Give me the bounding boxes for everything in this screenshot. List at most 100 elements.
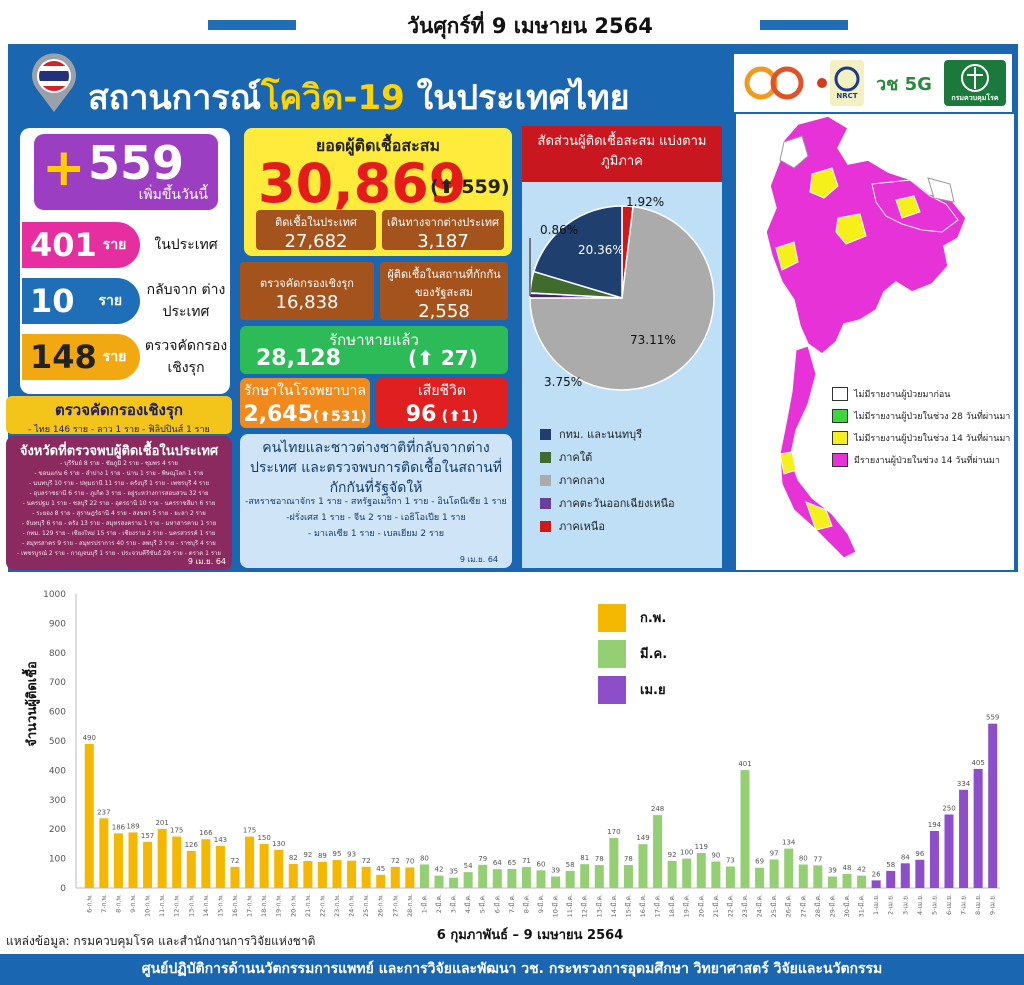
map-legend-swatch xyxy=(832,409,848,423)
map-legend-item: ไม่มีรายงานผู้ป่วยในช่วง 14 วันที่ผ่านมา xyxy=(832,430,1010,446)
y-tick-label: 100 xyxy=(49,855,66,865)
returnees-line: -ฝรั่งเศส 1 ราย - จีน 2 ราย - เอธิโอเปีย… xyxy=(286,513,466,523)
bar xyxy=(827,876,837,888)
bar xyxy=(215,845,225,888)
new-cases-box: + 559 เพิ่มขึ้นวันนี้ xyxy=(34,134,218,210)
x-tick-label: 9-เม.ย. xyxy=(989,894,997,915)
cumulative-box: ยอดผู้ติดเชื้อสะสม 30,869 (⬆ 559) ติดเชื… xyxy=(244,128,512,256)
returnees-date: 9 เม.ย. 64 xyxy=(459,555,498,564)
stat-screening: 148 ราย ตรวจคัดกรอง เชิงรุก xyxy=(22,334,227,380)
bar xyxy=(667,860,677,888)
province-line: - นครปฐม 1 ราย - ชลบุรี 22 ราย - อุดรธาน… xyxy=(22,500,216,507)
x-tick-label: 12-มี.ค. xyxy=(581,894,589,917)
x-tick-label: 25-ก.พ. xyxy=(362,894,370,917)
map-legend-label: ไม่มีรายงานผู้ป่วยในช่วง 14 วันที่ผ่านมา xyxy=(854,434,1011,444)
y-tick-label: 400 xyxy=(49,766,66,776)
nrct-logo: NRCT xyxy=(830,60,864,106)
hospital-box: รักษาในโรงพยาบาล 2,645(⬆531) xyxy=(240,378,370,428)
bar-legend-swatch xyxy=(598,676,626,704)
region-pie-panel: สัดส่วนผู้ติดเชื้อสะสม แบ่งตามภูมิภาค 1.… xyxy=(522,126,722,568)
data-source: แหล่งข้อมูล: กรมควบคุมโรค และสำนักงานการ… xyxy=(6,934,316,948)
pie-legend-label: ภาคใต้ xyxy=(559,451,593,464)
bar xyxy=(988,723,998,888)
bar xyxy=(157,828,167,888)
province-line: - เพชรบูรณ์ 2 ราย - กาญจนบุรี 1 ราย - ปร… xyxy=(17,550,221,557)
bar xyxy=(274,849,284,888)
bar xyxy=(857,875,867,888)
bar-value-label: 237 xyxy=(97,808,110,816)
bar xyxy=(113,833,123,888)
bar-legend-swatch xyxy=(598,604,626,632)
bar xyxy=(551,876,561,888)
pie-label: 1.92% xyxy=(626,195,664,209)
recovered-change: (⬆ 27) xyxy=(408,346,478,370)
domestic-value: 27,682 xyxy=(284,231,348,252)
deaths-change: (⬆1) xyxy=(441,407,479,425)
bar-legend-label: มี.ค. xyxy=(640,646,667,662)
bar xyxy=(959,789,969,888)
pie-label: 73.11% xyxy=(630,333,676,347)
bar xyxy=(288,863,298,888)
bar xyxy=(711,861,721,888)
bar xyxy=(172,836,182,888)
bar-value-label: 58 xyxy=(886,861,895,869)
pie-legend-label: กทม. และนนทบุรี xyxy=(559,428,643,441)
map-legend-label: ไม่มีรายงานผู้ป่วยมาก่อน xyxy=(854,390,951,400)
recovered-box: รักษาหายแล้ว 28,128 (⬆ 27) xyxy=(240,326,508,374)
returnees-box: คนไทยและชาวต่างชาติที่กลับจากต่างประเทศ … xyxy=(240,434,512,568)
bar xyxy=(390,866,400,888)
bar xyxy=(842,873,852,888)
x-tick-label: 2-มี.ค. xyxy=(435,894,443,913)
province-line: - ขอนแก่น 6 ราย - ลำปาง 1 ราย - น่าน 1 ร… xyxy=(34,470,204,477)
deaths-box: เสียชีวิต 96 (⬆1) xyxy=(376,378,508,428)
title-highlight: โควิด-19 xyxy=(261,78,405,118)
abroad-box: เดินทางจากต่างประเทศ 3,187 xyxy=(382,210,504,252)
bar-value-label: 71 xyxy=(522,857,531,865)
pie-legend-swatch xyxy=(540,451,551,463)
bar xyxy=(740,770,750,888)
y-tick-label: 500 xyxy=(49,737,66,747)
bar-value-label: 84 xyxy=(901,853,910,861)
bar-value-label: 130 xyxy=(272,840,285,848)
x-tick-label: 27-ก.พ. xyxy=(391,894,399,917)
map-region-white xyxy=(779,135,809,169)
bar xyxy=(478,864,488,888)
bar xyxy=(973,768,983,888)
province-title: จังหวัดที่ตรวจพบผู้ติดเชื้อในประเทศ xyxy=(19,444,219,459)
pie-legend-label: ภาคกลาง xyxy=(559,474,605,487)
x-tick-label: 21-ก.พ. xyxy=(304,894,312,917)
bar-value-label: 79 xyxy=(478,855,487,863)
bar xyxy=(376,874,386,888)
bar-value-label: 134 xyxy=(782,839,796,847)
x-tick-label: 18-มี.ค. xyxy=(668,894,676,917)
x-tick-label: 23-มี.ค. xyxy=(741,894,749,917)
bar xyxy=(521,867,531,888)
bar-value-label: 64 xyxy=(493,859,502,867)
x-tick-label: 19-มี.ค. xyxy=(683,894,691,917)
province-line: - จันทบุรี 6 ราย - ตรัง 13 ราย - สมุทรสง… xyxy=(21,520,217,527)
footer: ศูนย์ปฏิบัติการด้านนวัตกรรมการแพทย์ และก… xyxy=(0,954,1024,985)
x-tick-label: 1-มี.ค. xyxy=(420,894,428,913)
pie-legend-item: ภาคกลาง xyxy=(540,472,605,488)
x-tick-label: 10-มี.ค. xyxy=(552,894,560,917)
bar-value-label: 81 xyxy=(580,854,589,862)
x-tick-label: 18-ก.พ. xyxy=(260,894,268,917)
bar-value-label: 170 xyxy=(607,828,620,836)
bar-value-label: 90 xyxy=(711,852,720,860)
deaths-value: 96 xyxy=(405,402,437,427)
bar xyxy=(201,839,211,888)
x-tick-label: 9-มี.ค. xyxy=(537,894,545,913)
stat-pill: 10 ราย xyxy=(22,278,140,324)
x-tick-label: 4-เม.ย. xyxy=(916,894,924,915)
x-tick-label: 25-มี.ค. xyxy=(770,894,778,917)
bar-value-label: 143 xyxy=(214,836,227,844)
province-line: - สมุทรสาคร 9 ราย - สมุทรปราการ 40 ราย -… xyxy=(22,540,216,547)
x-tick-label: 1-เม.ย. xyxy=(872,894,880,915)
x-tick-label: 7-ก.พ. xyxy=(100,894,108,913)
bar-value-label: 186 xyxy=(112,823,126,831)
bar-value-label: 157 xyxy=(141,832,154,840)
map-legend-item: มีรายงานผู้ป่วยในช่วง 14 วันที่ผ่านมา xyxy=(832,452,1000,468)
x-tick-label: 6-มี.ค. xyxy=(493,894,501,913)
x-tick-label: 14-มี.ค. xyxy=(610,894,618,917)
x-tick-label: 31-มี.ค. xyxy=(858,894,866,917)
